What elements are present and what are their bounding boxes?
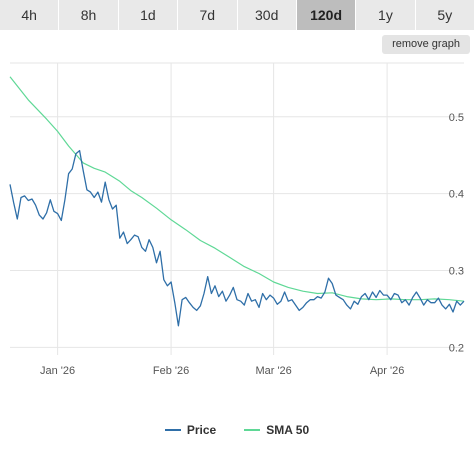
y-tick-label: 0.2: [449, 342, 464, 354]
y-tick-label: 0.5: [449, 112, 464, 124]
chart-gridlines: [10, 62, 464, 355]
tab-8h[interactable]: 8h: [59, 0, 119, 30]
y-tick-label: 0.4: [449, 189, 464, 201]
legend-item-price[interactable]: Price: [164, 423, 217, 437]
y-axis: 0.2 0.3 0.4 0.5: [449, 112, 464, 355]
tab-120d[interactable]: 120d: [296, 0, 357, 30]
sma-50-line: [9, 76, 465, 302]
tab-1y[interactable]: 1y: [356, 0, 416, 30]
tab-30d[interactable]: 30d: [237, 0, 297, 30]
legend-item-sma-50[interactable]: SMA 50: [244, 423, 309, 437]
legend-label-sma-50: SMA 50: [266, 423, 310, 437]
chart-legend: Price SMA 50: [0, 420, 474, 440]
price-line: [9, 149, 465, 327]
chart-series: [9, 76, 465, 327]
tab-7d[interactable]: 7d: [178, 0, 238, 30]
x-tick-label: Apr '26: [370, 365, 405, 377]
y-tick-label: 0.3: [449, 265, 464, 277]
legend-swatch-price: [164, 429, 181, 431]
remove-graph-button[interactable]: remove graph: [382, 35, 470, 54]
legend-label-price: Price: [186, 423, 217, 437]
tab-1d[interactable]: 1d: [118, 0, 179, 30]
x-tick-label: Feb '26: [153, 365, 189, 377]
tab-5y[interactable]: 5y: [415, 0, 474, 30]
x-tick-label: Mar '26: [255, 365, 291, 377]
tab-4h[interactable]: 4h: [0, 0, 60, 30]
legend-swatch-sma-50: [244, 429, 261, 431]
price-chart: 0.2 0.3 0.4 0.5 Jan '26 Feb '26 Mar '26 Apr '2…: [9, 62, 465, 377]
x-tick-label: Jan '26: [40, 365, 75, 377]
x-axis: Jan '26 Feb '26 Mar '26 Apr '26: [40, 365, 404, 377]
timeframe-tabs: 4h 8h 1d 7d 30d 120d 1y 5y: [0, 0, 474, 30]
